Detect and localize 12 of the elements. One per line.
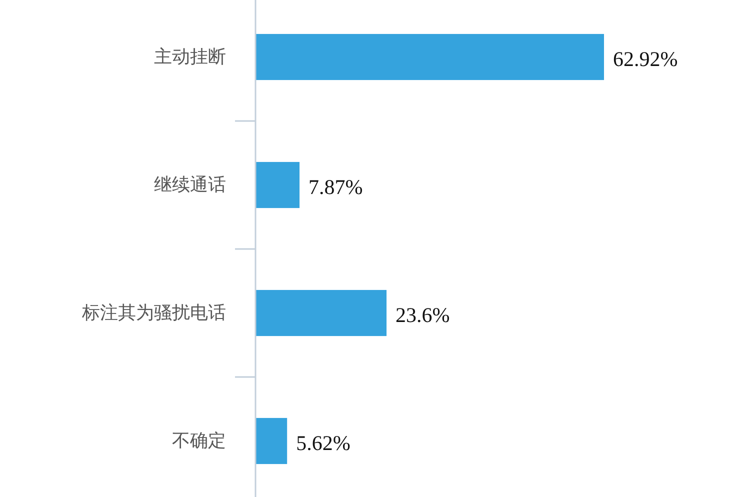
y-tick-label: 继续通话: [154, 174, 226, 196]
bar: [256, 34, 604, 80]
y-tick-label: 标注其为骚扰电话: [81, 302, 226, 324]
data-label: 62.92%: [613, 47, 678, 71]
data-label: 23.6%: [396, 303, 450, 327]
data-label: 5.62%: [296, 431, 350, 455]
y-tick-label: 不确定: [172, 430, 226, 452]
bar: [256, 418, 288, 464]
bar: [256, 162, 300, 208]
y-tick-label: 主动挂断: [154, 46, 226, 68]
data-label: 7.87%: [308, 175, 363, 199]
bar: [256, 290, 387, 336]
